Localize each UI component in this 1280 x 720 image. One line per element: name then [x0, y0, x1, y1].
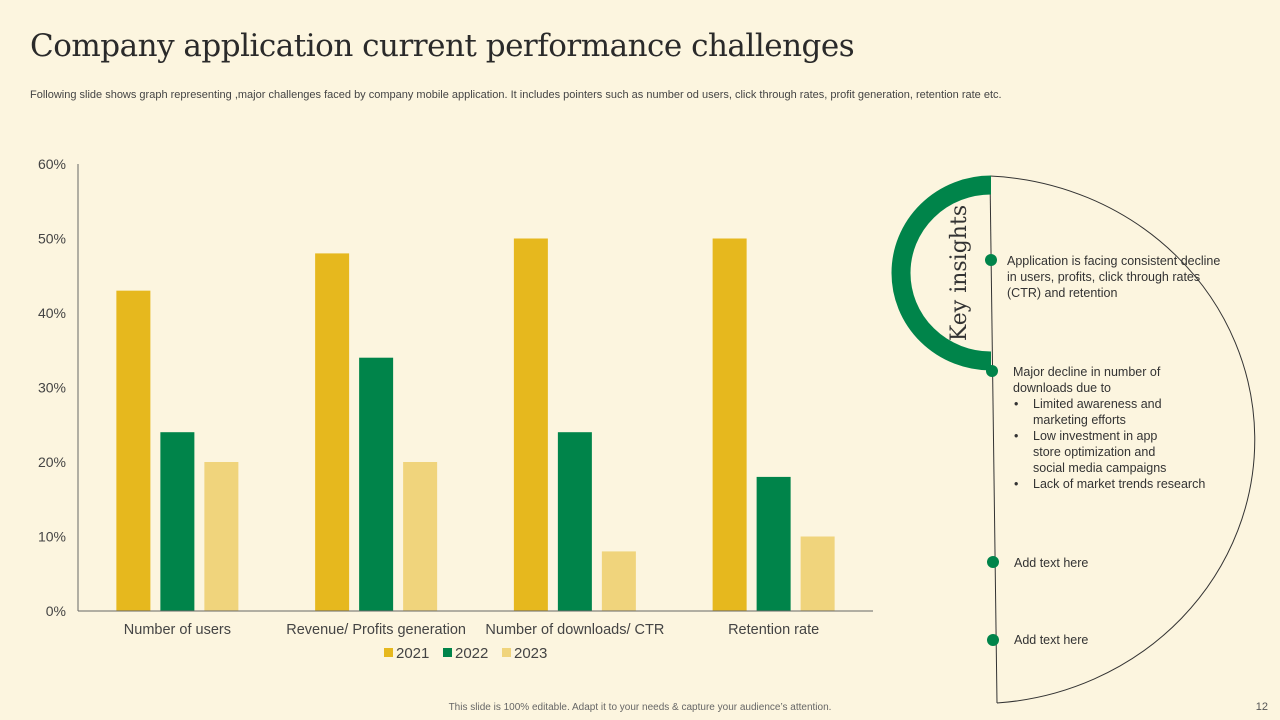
x-category-label: Retention rate — [728, 622, 819, 638]
bar-2022-2 — [359, 357, 394, 611]
insight-bullet: Low investment in app store optimization… — [1014, 428, 1183, 476]
bar-2022-4 — [756, 476, 791, 611]
insights-green-arc — [891, 175, 992, 371]
y-tick-label: 40% — [38, 305, 66, 321]
insight-item-2: Major decline in number of downloads due… — [1013, 364, 1228, 492]
bar-2021-4 — [712, 238, 747, 611]
insights-graphic: Key insights — [891, 175, 1256, 704]
page-number: 12 — [1255, 701, 1268, 713]
bar-2021-3 — [513, 238, 548, 611]
y-tick-label: 60% — [38, 156, 66, 172]
insight-dot-3 — [987, 556, 999, 568]
legend-swatch-2023 — [502, 648, 511, 657]
bar-2021-1 — [116, 290, 151, 611]
y-tick-label: 50% — [38, 231, 66, 247]
bar-2023-1 — [204, 462, 239, 611]
insight-item-3: Add text here — [1014, 555, 1088, 571]
insight-dot-4 — [987, 634, 999, 646]
bar-2022-3 — [557, 432, 592, 611]
insight-item-1-text: Application is facing consistent decline… — [1007, 254, 1221, 300]
legend-swatch-2022 — [443, 648, 452, 657]
legend-label-2021: 2021 — [396, 645, 429, 662]
insight-bullet: Lack of market trends research — [1014, 476, 1228, 492]
insight-item-2-bullets: Limited awareness and marketing efforts … — [1013, 396, 1228, 492]
insight-dot-2 — [986, 365, 998, 377]
x-category-label: Revenue/ Profits generation — [286, 622, 466, 638]
insight-item-4: Add text here — [1014, 632, 1088, 648]
legend-label-2023: 2023 — [514, 645, 547, 662]
y-tick-label: 30% — [38, 380, 66, 396]
bar-2023-4 — [800, 536, 835, 611]
insight-item-4-text: Add text here — [1014, 633, 1089, 647]
legend-label-2022: 2022 — [455, 645, 488, 662]
bar-2022-1 — [160, 432, 195, 611]
x-category-label: Number of users — [124, 622, 231, 638]
insight-item-3-text: Add text here — [1014, 556, 1089, 570]
insight-item-1: Application is facing consistent decline… — [1007, 253, 1227, 301]
insight-dot-1 — [985, 254, 997, 266]
slide-title: Company application current performance … — [30, 28, 855, 64]
x-category-label: Number of downloads/ CTR — [485, 622, 664, 638]
insights-outline-semicircle — [989, 175, 1256, 704]
y-tick-label: 0% — [46, 603, 66, 619]
bar-2023-3 — [601, 551, 636, 611]
bar-2023-2 — [403, 462, 438, 611]
legend-swatch-2021 — [384, 648, 393, 657]
insights-heading: Key insights — [947, 205, 972, 341]
bar-2021-2 — [315, 253, 350, 611]
insight-bullet: Limited awareness and marketing efforts — [1014, 396, 1183, 428]
footer-note: This slide is 100% editable. Adapt it to… — [448, 702, 832, 713]
insight-item-2-intro: Major decline in number of downloads due… — [1013, 365, 1161, 395]
y-tick-label: 20% — [38, 454, 66, 470]
y-tick-label: 10% — [38, 529, 66, 545]
slide-subtitle: Following slide shows graph representing… — [30, 89, 1002, 101]
